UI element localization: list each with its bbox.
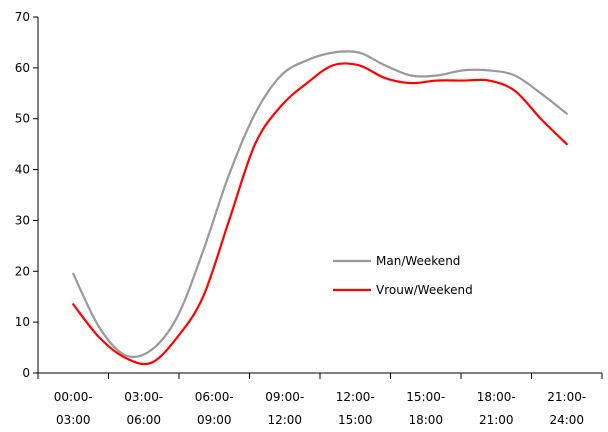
x-category-label: 18:00-21:00: [477, 390, 516, 427]
x-category-label: 15:00-18:00: [406, 390, 445, 427]
legend-label: Vrouw/Weekend: [376, 283, 473, 297]
y-tick-label: 40: [15, 163, 30, 177]
x-category-label: 21:00-24:00: [547, 390, 586, 427]
y-tick-label: 10: [15, 315, 30, 329]
x-category-label: 09:00-12:00: [265, 390, 304, 427]
series-line-man-weekend: [72, 50, 568, 359]
x-category-label: 00:00-03:00: [54, 390, 93, 427]
y-tick-label: 30: [15, 213, 30, 227]
x-category-label: 06:00-09:00: [195, 390, 234, 427]
y-tick-label: 20: [15, 264, 30, 278]
chart-series: [72, 50, 568, 366]
y-tick-label: 60: [15, 61, 30, 75]
y-tick-label: 70: [15, 10, 30, 24]
y-tick-label: 0: [22, 366, 30, 380]
y-tick-label: 50: [15, 112, 30, 126]
legend-label: Man/Weekend: [376, 254, 460, 268]
x-category-label: 12:00-15:00: [336, 390, 375, 427]
chart-axes: 0 10 20 30 40 50 60 70 00:00-03:00 03:00-06:00 06:…: [15, 10, 603, 427]
x-category-label: 03:00-06:00: [124, 390, 163, 427]
chart-legend: Man/Weekend Vrouw/Weekend: [333, 254, 473, 297]
series-line-vrouw-weekend: [72, 62, 568, 366]
